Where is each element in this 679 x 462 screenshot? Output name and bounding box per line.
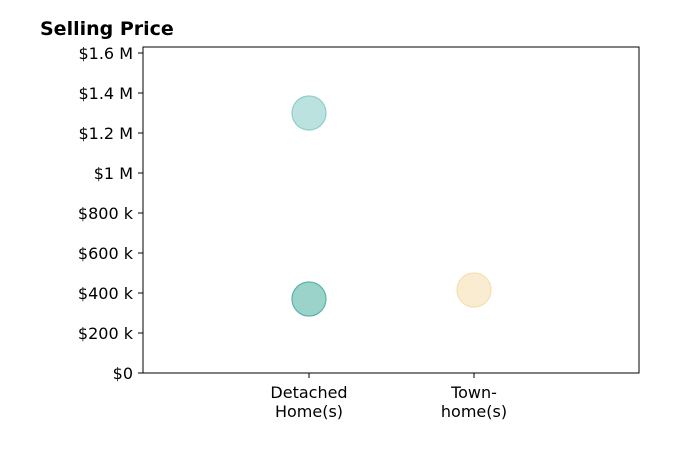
y-axis: $0 $200 k $400 k $600 k $800 k $1 M $1.2 M $1.4…	[78, 44, 143, 383]
data-point	[291, 95, 327, 131]
y-tick-label: $400 k	[78, 284, 134, 303]
y-tick-label: $200 k	[78, 324, 134, 343]
x-tick-label: Town-home(s)	[441, 383, 507, 421]
x-axis: Detached Home(s) Town-home(s)	[270, 373, 507, 421]
y-tick-label: $800 k	[78, 204, 134, 223]
y-tick-label: $0	[113, 364, 133, 383]
data-point	[291, 281, 327, 317]
plot-frame	[142, 46, 640, 374]
y-tick-label: $1.2 M	[78, 124, 133, 143]
x-tick-label-line: Town-	[450, 383, 497, 402]
y-tick-label: $600 k	[78, 244, 134, 263]
x-tick-label-line: Home(s)	[275, 402, 343, 421]
data-point	[456, 272, 492, 308]
x-tick-label-line: home(s)	[441, 402, 507, 421]
points-layer	[291, 95, 492, 317]
y-tick-label: $1.4 M	[78, 84, 133, 103]
y-tick-label: $1.6 M	[78, 44, 133, 63]
chart-title: Selling Price	[40, 18, 174, 40]
x-tick-label-line: Detached	[270, 383, 347, 402]
x-tick-label: Detached Home(s)	[270, 383, 347, 421]
y-tick-label: $1 M	[94, 164, 133, 183]
